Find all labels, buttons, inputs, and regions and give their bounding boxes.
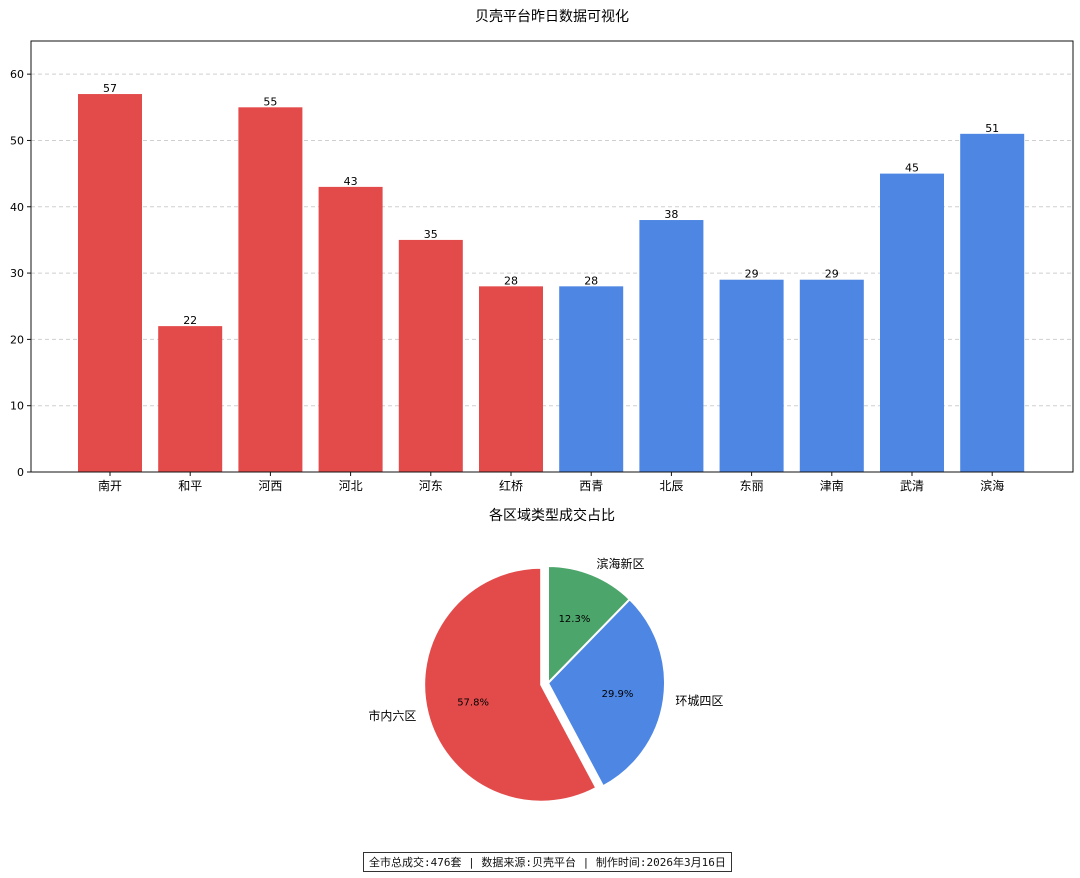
footer-text: 全市总成交:476套 | 数据来源:贝壳平台 | 制作时间:2026年3月16日 [369, 856, 726, 869]
pie-chart-title: 各区域类型成交占比 [489, 507, 615, 524]
x-tick-label: 红桥 [499, 478, 523, 493]
y-tick-label: 20 [10, 333, 24, 346]
bar [799, 279, 864, 472]
y-tick-label: 60 [10, 68, 24, 81]
footer-info-box: 全市总成交:476套 | 数据来源:贝壳平台 | 制作时间:2026年3月16日 [363, 852, 732, 872]
bar-x-axis: 南开 和平 河西 河北 河东 红桥 西青 北辰 东丽 津南 武清 滨海 [98, 472, 1004, 493]
bar-data-label: 55 [263, 95, 277, 108]
pie-category-label: 市内六区 [368, 708, 416, 723]
bar-plot-frame [30, 40, 1074, 473]
bar-y-axis: 0 10 20 30 40 50 60 [10, 68, 31, 479]
bar [639, 220, 704, 472]
bar-data-label: 28 [504, 274, 518, 287]
bar [880, 173, 944, 472]
bar-data-labels: 57 22 55 43 35 28 28 38 29 29 45 51 [103, 82, 999, 327]
pie-percent-label: 57.8% [457, 698, 489, 709]
pie-slice [547, 564, 632, 686]
bar-data-label: 28 [584, 274, 598, 287]
bar [719, 279, 784, 472]
x-tick-label: 河西 [258, 479, 282, 493]
y-tick-label: 0 [17, 466, 24, 479]
x-tick-label: 武清 [900, 479, 924, 493]
x-tick-label: 东丽 [740, 479, 764, 493]
bar-data-label: 38 [664, 208, 678, 221]
bar-data-label: 22 [183, 314, 197, 327]
bar-data-label: 35 [424, 228, 438, 241]
bar-data-label: 57 [103, 82, 117, 95]
bar-series [78, 94, 1025, 473]
y-tick-label: 50 [10, 134, 24, 147]
pie-percent-label: 29.9% [602, 689, 634, 700]
bar-chart-title: 贝壳平台昨日数据可视化 [475, 8, 629, 25]
bar [398, 239, 463, 472]
pie-percent-label: 12.3% [559, 614, 591, 625]
bar-data-label: 43 [344, 175, 358, 188]
bar [479, 286, 543, 472]
x-tick-label: 滨海 [980, 478, 1004, 493]
x-tick-label: 北辰 [659, 479, 683, 493]
bar [78, 94, 142, 473]
x-tick-label: 和平 [178, 479, 202, 493]
bar [318, 186, 383, 472]
bar [559, 286, 624, 472]
bar-data-label: 29 [825, 268, 839, 281]
bar [960, 133, 1025, 473]
pie-chart: 57.8% 市内六区 29.9% 环城四区 12.3% 滨海新区 [368, 556, 723, 803]
pie-slice [423, 566, 598, 803]
pie-slice [546, 597, 666, 788]
pie-category-label: 环城四区 [675, 694, 723, 708]
y-tick-label: 40 [10, 201, 24, 214]
x-tick-label: 南开 [98, 478, 122, 493]
bar [238, 107, 303, 473]
y-tick-label: 30 [10, 267, 24, 280]
bar-data-label: 51 [985, 122, 999, 135]
pie-category-label: 滨海新区 [597, 556, 645, 571]
bar-data-label: 45 [905, 162, 919, 175]
x-tick-label: 河北 [339, 479, 363, 493]
bar-data-label: 29 [745, 268, 759, 281]
x-tick-label: 西青 [579, 479, 603, 493]
y-tick-label: 10 [10, 400, 24, 413]
x-tick-label: 河东 [419, 479, 443, 493]
x-tick-label: 津南 [820, 478, 844, 493]
bar [158, 326, 223, 472]
